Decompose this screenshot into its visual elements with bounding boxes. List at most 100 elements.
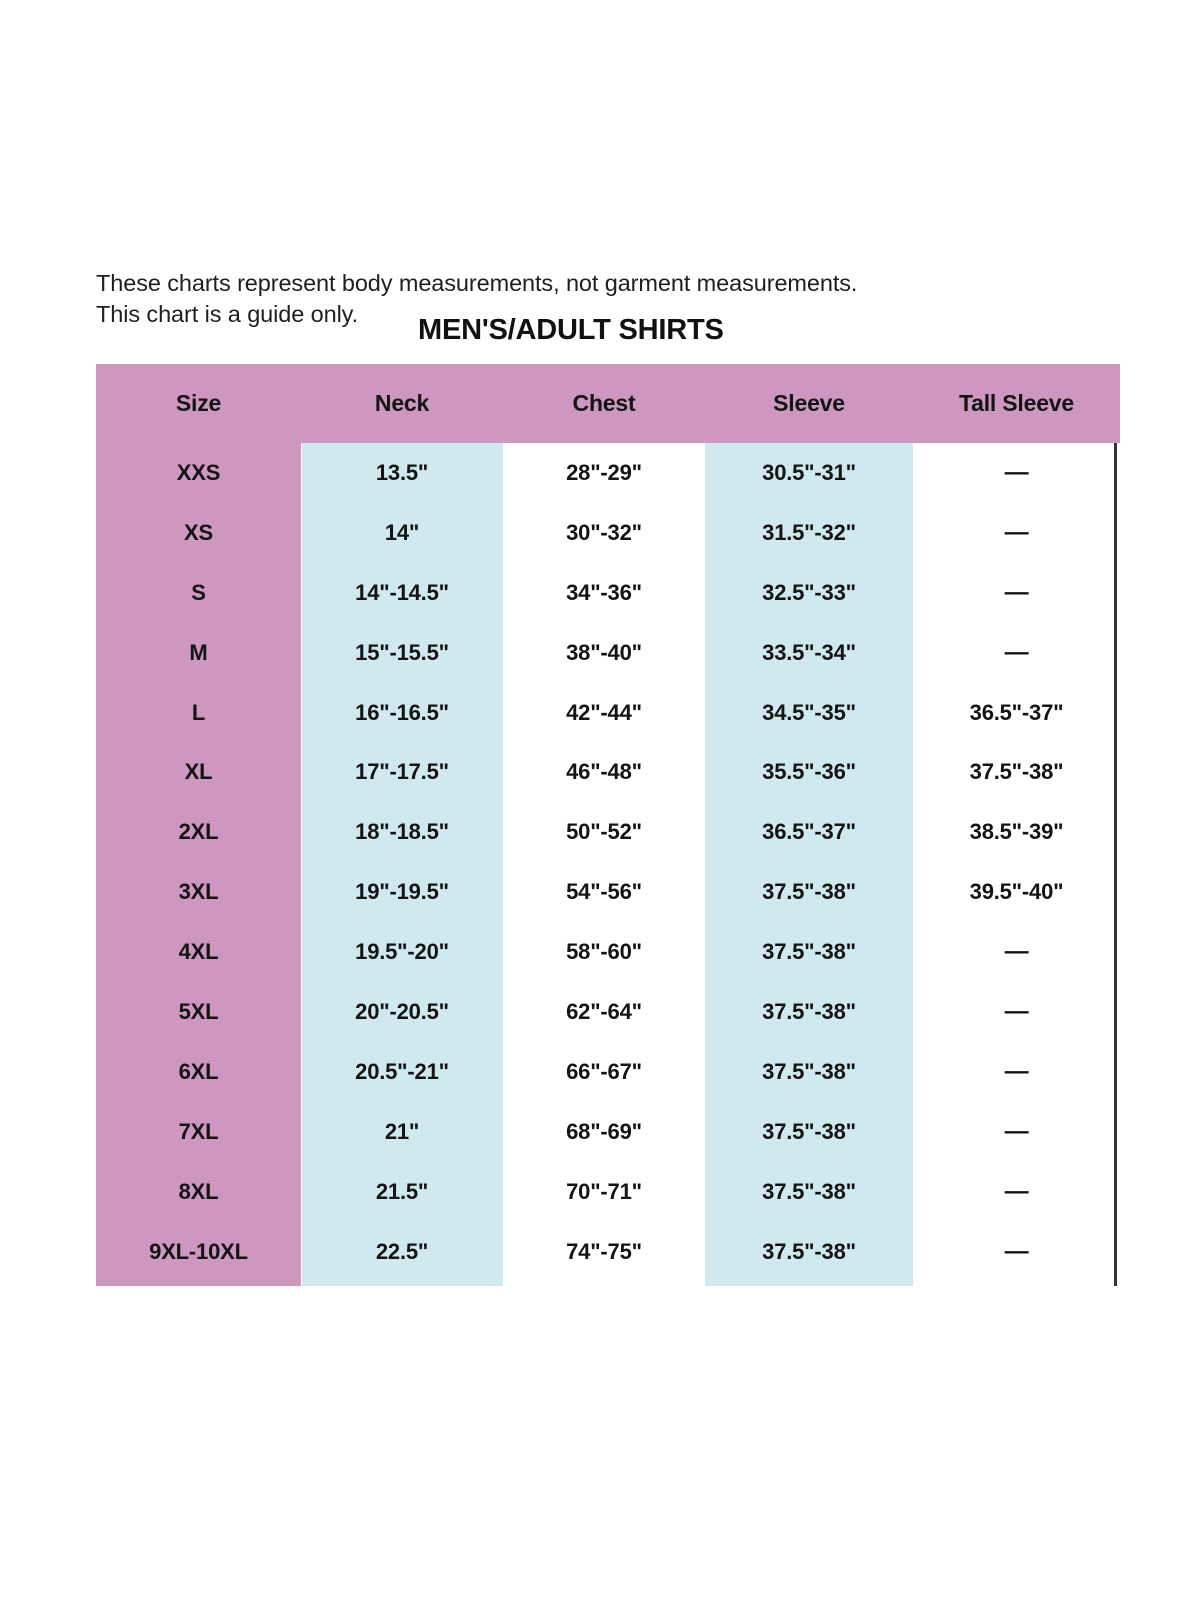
cell-neck: 21": [384, 1118, 420, 1144]
cell-chest: 30"-32": [566, 519, 642, 545]
cell-neck: 14": [384, 519, 420, 545]
cell-size: M: [189, 639, 208, 665]
cell-tall-sleeve: —: [1004, 938, 1029, 966]
table-row: 2XL 18"-18.5" 50"-52" 36.5"-37" 38.5"-39": [96, 802, 1120, 862]
column-header-size: Size: [175, 390, 222, 416]
cell-chest: 38"-40": [566, 639, 642, 665]
cell-tall-sleeve: 36.5"-37": [969, 699, 1064, 725]
cell-chest: 46"-48": [566, 759, 642, 785]
cell-chest: 62"-64": [566, 998, 642, 1024]
cell-chest: 74"-75": [566, 1238, 642, 1264]
table-row: L 16"-16.5" 42"-44" 34.5"-35" 36.5"-37": [96, 683, 1120, 743]
cell-sleeve: 37.5"-38": [762, 1238, 856, 1264]
column-header-sleeve: Sleeve: [773, 390, 845, 416]
cell-neck: 20.5"-21": [355, 1058, 449, 1084]
cell-sleeve: 36.5"-37": [762, 819, 856, 845]
cell-neck: 16"-16.5": [355, 699, 449, 725]
table-row: 6XL 20.5"-21" 66"-67" 37.5"-38" —: [96, 1042, 1120, 1102]
table-right-rule: [1114, 443, 1117, 1286]
cell-neck: 14"-14.5": [355, 579, 449, 605]
column-header-chest: Chest: [572, 390, 636, 416]
table-row: XL 17"-17.5" 46"-48" 35.5"-36" 37.5"-38": [96, 742, 1120, 802]
size-column-band: [96, 443, 301, 1286]
cell-neck: 17"-17.5": [355, 759, 449, 785]
table-grid: Size Neck Chest Sleeve Tall Sleeve XXS 13…: [96, 364, 1120, 1281]
cell-sleeve: 34.5"-35": [762, 699, 856, 725]
cell-chest: 54"-56": [566, 879, 642, 905]
cell-chest: 50"-52": [566, 819, 642, 845]
cell-size: L: [191, 699, 206, 725]
table-row: M 15"-15.5" 38"-40" 33.5"-34" —: [96, 623, 1120, 683]
cell-chest: 66"-67": [566, 1058, 642, 1084]
cell-sleeve: 37.5"-38": [762, 939, 856, 965]
cell-sleeve: 33.5"-34": [762, 639, 856, 665]
cell-size: XL: [184, 759, 213, 785]
column-header-neck: Neck: [374, 390, 430, 416]
cell-tall-sleeve: —: [1004, 458, 1029, 486]
intro-note: These charts represent body measurements…: [96, 270, 858, 327]
table-row: 5XL 20"-20.5" 62"-64" 37.5"-38" —: [96, 982, 1120, 1042]
cell-sleeve: 31.5"-32": [762, 519, 856, 545]
cell-neck: 19"-19.5": [355, 879, 449, 905]
column-header-tall-sleeve: Tall Sleeve: [958, 390, 1074, 416]
cell-size: XS: [184, 519, 213, 545]
cell-size: 8XL: [178, 1178, 219, 1204]
cell-neck: 21.5": [375, 1178, 429, 1204]
cell-neck: 19.5"-20": [355, 939, 449, 965]
cell-size: 3XL: [178, 879, 219, 905]
cell-tall-sleeve: 39.5"-40": [969, 879, 1064, 905]
cell-tall-sleeve: —: [1004, 1057, 1029, 1085]
cell-chest: 58"-60": [566, 939, 642, 965]
sleeve-column-highlight: [705, 443, 913, 1286]
cell-size: 6XL: [178, 1058, 219, 1084]
cell-neck: 18"-18.5": [355, 819, 449, 845]
table-row: XXS 13.5" 28"-29" 30.5"-31" —: [96, 443, 1120, 503]
cell-size: 2XL: [178, 819, 219, 845]
cell-tall-sleeve: —: [1004, 1237, 1029, 1265]
cell-size: XXS: [176, 459, 221, 485]
cell-tall-sleeve: 37.5"-38": [969, 759, 1064, 785]
table-row: S 14"-14.5" 34"-36" 32.5"-33" —: [96, 563, 1120, 623]
cell-tall-sleeve: —: [1004, 518, 1029, 546]
table-header-row: Size Neck Chest Sleeve Tall Sleeve: [96, 364, 1120, 443]
table-row: XS 14" 30"-32" 31.5"-32" —: [96, 503, 1120, 563]
cell-tall-sleeve: —: [1004, 1117, 1029, 1145]
cell-tall-sleeve: 38.5"-39": [969, 819, 1064, 845]
cell-sleeve: 35.5"-36": [762, 759, 856, 785]
cell-size: 5XL: [178, 998, 219, 1024]
cell-chest: 70"-71": [566, 1178, 642, 1204]
cell-size: 7XL: [178, 1118, 219, 1144]
header-band: [96, 364, 1120, 443]
cell-sleeve: 37.5"-38": [762, 879, 856, 905]
cell-chest: 68"-69": [566, 1118, 642, 1144]
table-row: 3XL 19"-19.5" 54"-56" 37.5"-38" 39.5"-40": [96, 862, 1120, 922]
size-chart-table: Size Neck Chest Sleeve Tall Sleeve XXS 13…: [96, 364, 1120, 1286]
cell-neck: 22.5": [375, 1238, 429, 1264]
cell-size: S: [191, 579, 206, 605]
cell-tall-sleeve: —: [1004, 638, 1029, 666]
cell-sleeve: 37.5"-38": [762, 998, 856, 1024]
table-row: 4XL 19.5"-20" 58"-60" 37.5"-38" —: [96, 922, 1120, 982]
cell-chest: 42"-44": [566, 699, 642, 725]
cell-chest: 34"-36": [566, 579, 642, 605]
cell-tall-sleeve: —: [1004, 997, 1029, 1025]
cell-neck: 15"-15.5": [355, 639, 449, 665]
cell-neck: 20"-20.5": [355, 998, 449, 1024]
cell-sleeve: 37.5"-38": [762, 1058, 856, 1084]
cell-size: 9XL-10XL: [149, 1238, 248, 1264]
table-row: 9XL-10XL 22.5" 74"-75" 37.5"-38" —: [96, 1222, 1120, 1282]
cell-sleeve: 37.5"-38": [762, 1178, 856, 1204]
table-row: 8XL 21.5" 70"-71" 37.5"-38" —: [96, 1162, 1120, 1222]
cell-tall-sleeve: —: [1004, 1177, 1029, 1205]
cell-sleeve: 30.5"-31": [762, 459, 856, 485]
table-row: 7XL 21" 68"-69" 37.5"-38" —: [96, 1102, 1120, 1162]
cell-tall-sleeve: —: [1004, 578, 1029, 606]
cell-neck: 13.5": [375, 459, 429, 485]
cell-size: 4XL: [178, 939, 219, 965]
cell-sleeve: 32.5"-33": [762, 579, 856, 605]
neck-column-highlight: [302, 443, 503, 1286]
page-title: MEN'S/ADULT SHIRTS: [418, 314, 724, 346]
cell-sleeve: 37.5"-38": [762, 1118, 856, 1144]
cell-chest: 28"-29": [566, 459, 642, 485]
